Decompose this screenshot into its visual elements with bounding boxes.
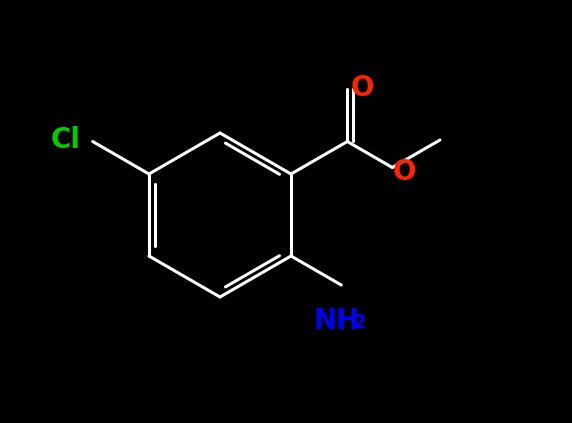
- Text: Cl: Cl: [51, 126, 81, 154]
- Text: O: O: [351, 74, 374, 102]
- Text: NH: NH: [313, 307, 359, 335]
- Text: O: O: [392, 157, 416, 186]
- Text: 2: 2: [352, 313, 366, 332]
